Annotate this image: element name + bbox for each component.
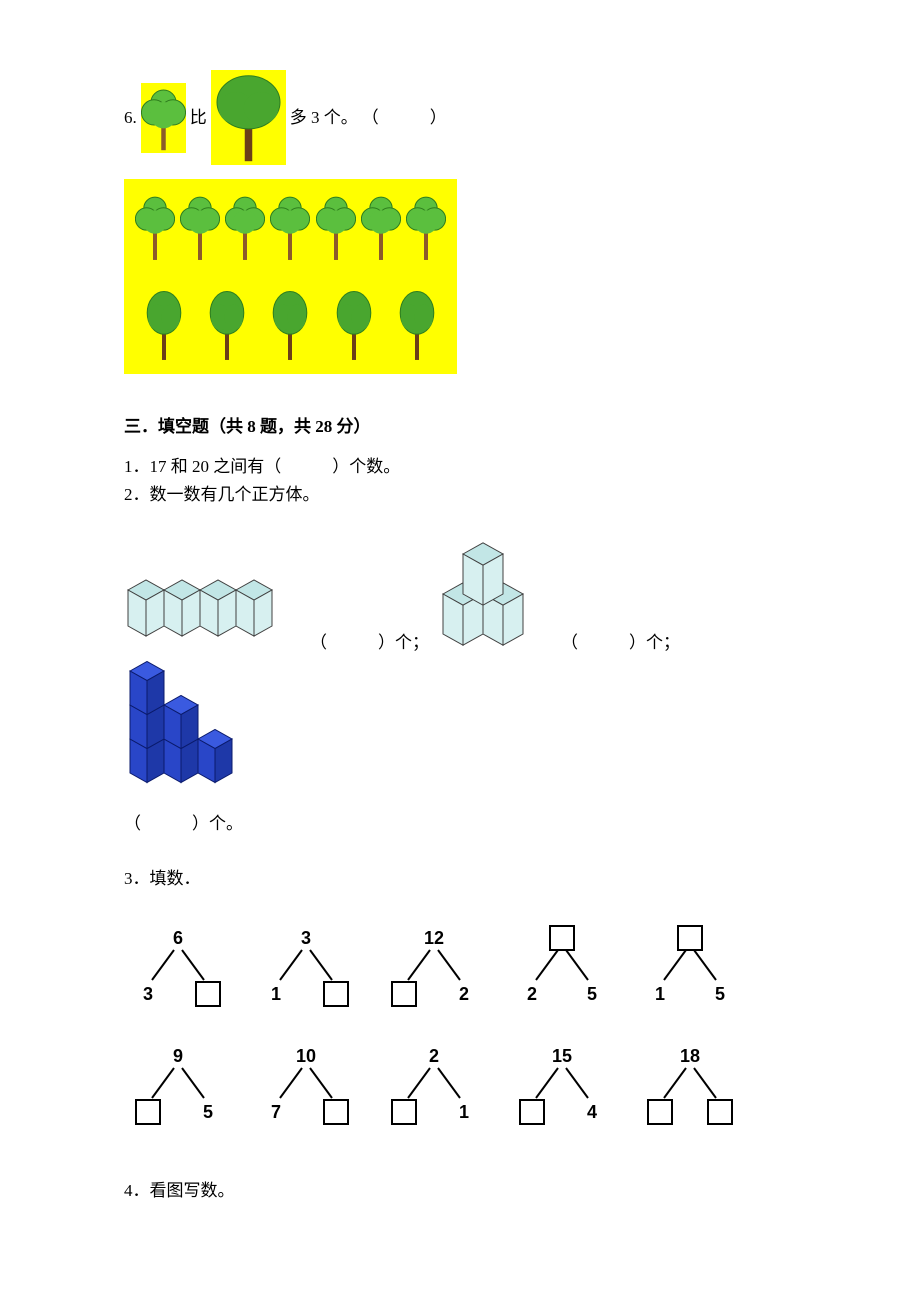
- q6-prefix: 6.: [124, 105, 137, 131]
- number-bond: 63: [124, 922, 232, 1012]
- page: 6. 比 多 3 个。 （ ）: [0, 0, 920, 1246]
- tree-large-icon: [270, 287, 310, 371]
- cubes-figure: [435, 538, 555, 656]
- svg-text:3: 3: [301, 928, 311, 948]
- svg-text:2: 2: [459, 984, 469, 1004]
- svg-text:1: 1: [271, 984, 281, 1004]
- svg-text:1: 1: [655, 984, 665, 1004]
- trees-grid: [124, 179, 457, 374]
- tree-large-icon: [211, 70, 286, 165]
- number-bond: 31: [252, 922, 360, 1012]
- svg-text:18: 18: [680, 1046, 700, 1066]
- question-3-1: 1．17 和 20 之间有（ ）个数。: [124, 454, 796, 480]
- svg-text:5: 5: [587, 984, 597, 1004]
- number-bond: 10 7: [252, 1040, 360, 1130]
- blank-paren: （ ）个；: [561, 630, 680, 656]
- svg-text:1: 1: [459, 1102, 469, 1122]
- tree-large-icon: [144, 287, 184, 371]
- tree-small-icon: [316, 187, 356, 271]
- svg-text:5: 5: [715, 984, 725, 1004]
- cubes-figure: [124, 576, 304, 656]
- q6-mid2: 多 3 个。: [290, 105, 358, 131]
- svg-text:9: 9: [173, 1046, 183, 1066]
- tree-small-icon: [141, 83, 186, 153]
- svg-text:2: 2: [429, 1046, 439, 1066]
- number-bond: 12 2: [380, 922, 488, 1012]
- svg-text:5: 5: [203, 1102, 213, 1122]
- cubes-figure: [124, 661, 254, 797]
- number-bond: 21: [380, 1040, 488, 1130]
- number-bonds-grid: 63311222515951072115418: [124, 922, 744, 1130]
- trees-row: [132, 187, 449, 271]
- cubes-line: （ ）个； （ ）个；: [124, 538, 796, 797]
- q6-paren-blank: （ ）: [362, 105, 447, 131]
- tree-small-icon: [225, 187, 265, 271]
- tree-small-icon: [270, 187, 310, 271]
- number-bond: 25: [508, 922, 616, 1012]
- number-bond: 15: [636, 922, 744, 1012]
- question-3-4-label: 4．看图写数。: [124, 1178, 796, 1204]
- question-3-2-label: 2．数一数有几个正方体。: [124, 482, 796, 508]
- tree-small-icon: [135, 187, 175, 271]
- q6-mid1: 比: [190, 105, 207, 131]
- tree-small-icon: [180, 187, 220, 271]
- blank-paren: （ ）个；: [310, 630, 429, 656]
- number-bond: 15 4: [508, 1040, 616, 1130]
- svg-text:12: 12: [424, 928, 444, 948]
- tree-small-icon: [406, 187, 446, 271]
- question-6-line: 6. 比 多 3 个。 （ ）: [124, 70, 796, 165]
- svg-text:3: 3: [143, 984, 153, 1004]
- cubes-last-gap: （ ）个。: [124, 811, 796, 837]
- number-bond: 18: [636, 1040, 744, 1130]
- tree-large-icon: [397, 287, 437, 371]
- svg-text:15: 15: [552, 1046, 572, 1066]
- svg-text:6: 6: [173, 928, 183, 948]
- number-bond: 95: [124, 1040, 232, 1130]
- svg-text:7: 7: [271, 1102, 281, 1122]
- tree-large-icon: [334, 287, 374, 371]
- tree-small-icon: [361, 187, 401, 271]
- question-3-3-label: 3．填数．: [124, 866, 796, 892]
- section-3-title: 三．填空题（共 8 题，共 28 分）: [124, 414, 796, 440]
- tree-large-icon: [207, 287, 247, 371]
- trees-row: [132, 287, 449, 371]
- svg-text:4: 4: [587, 1102, 597, 1122]
- svg-text:2: 2: [527, 984, 537, 1004]
- svg-text:10: 10: [296, 1046, 316, 1066]
